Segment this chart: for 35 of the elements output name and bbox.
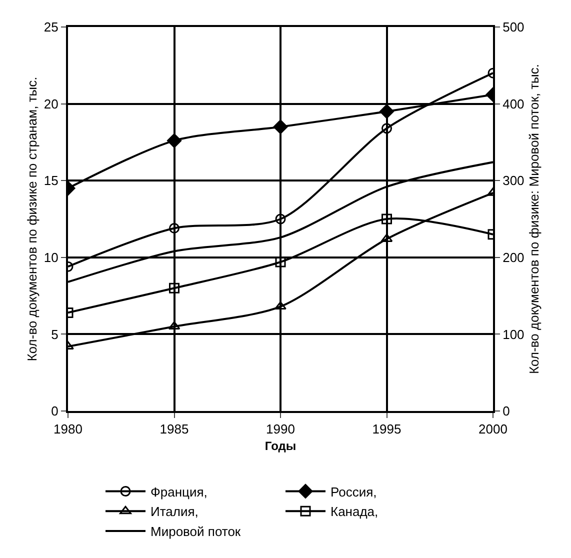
point xyxy=(275,214,286,224)
y-axis-title: Кол-во документов по физике по странам, тыс. xyxy=(24,76,40,362)
point xyxy=(273,120,288,134)
y-tick-label: 5 xyxy=(51,326,58,342)
y2-tick-label: 0 xyxy=(502,404,510,419)
y2-tick-label: 100 xyxy=(502,326,524,342)
x-axis-title: Годы xyxy=(264,439,296,453)
y-tick-label: 15 xyxy=(44,173,58,188)
point xyxy=(169,222,180,234)
y-tick-label: 10 xyxy=(44,250,58,265)
point xyxy=(380,104,394,119)
point xyxy=(168,321,180,330)
legend-label: Россия, xyxy=(330,484,377,500)
legend-label: Франция, xyxy=(150,484,208,500)
x-tick-label: 1990 xyxy=(266,422,295,437)
y-tick-label: 0 xyxy=(51,404,58,419)
legend-label: Италия, xyxy=(150,504,198,520)
y2-tick-label: 400 xyxy=(502,96,524,112)
point xyxy=(382,123,392,134)
y-tick-label: 20 xyxy=(44,96,58,112)
y2-tick-label: 500 xyxy=(502,20,524,35)
y2-tick-label: 300 xyxy=(502,173,524,188)
point xyxy=(274,301,286,310)
legend-label: Канада, xyxy=(330,504,378,520)
point xyxy=(167,133,182,148)
y-tick-label: 25 xyxy=(44,20,58,35)
x-tick-label: 1980 xyxy=(54,422,82,437)
x-tick-label: 1985 xyxy=(160,422,189,437)
x-tick-label: 1995 xyxy=(372,422,402,437)
point xyxy=(169,282,180,294)
legend-label: Мировой поток xyxy=(150,524,241,540)
x-tick-label: 2000 xyxy=(478,422,508,437)
point xyxy=(382,214,392,224)
y2-tick-label: 200 xyxy=(502,250,524,265)
y2-axis-title: Кол-во документов по физике: Мировой поток, тыс. xyxy=(526,64,542,374)
